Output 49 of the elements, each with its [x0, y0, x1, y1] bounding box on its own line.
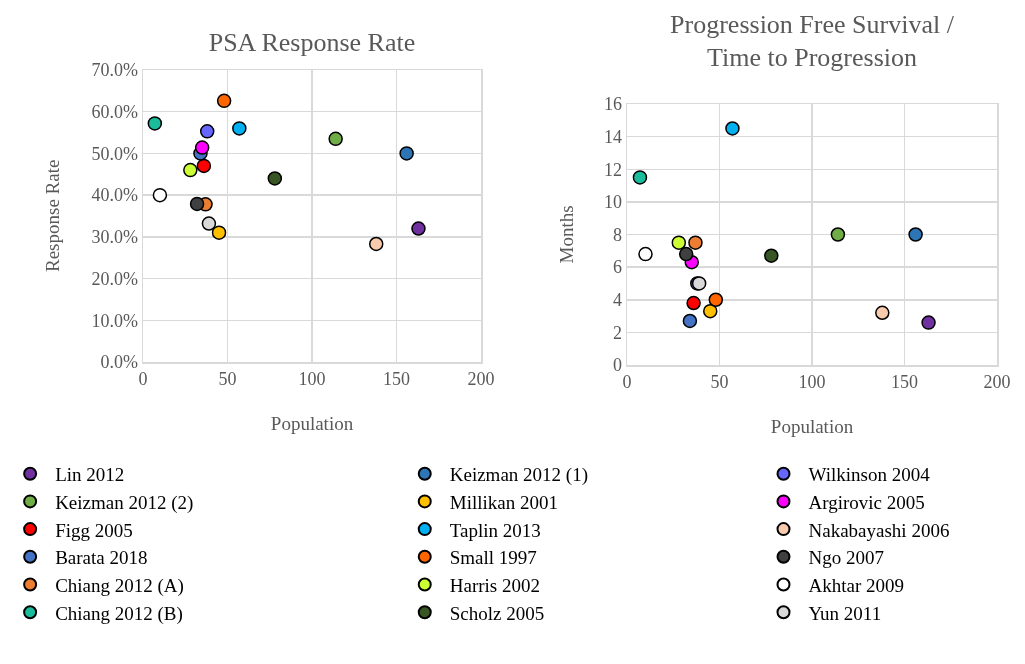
y-tick-label: 12 [603, 159, 622, 180]
chart-title: Progression Free Survival / Time to Progression [670, 9, 955, 73]
chart-title: PSA Response Rate [208, 27, 416, 57]
x-tick-label: 150 [383, 369, 410, 390]
y-tick-label: 14 [603, 126, 622, 147]
legend-label: Barata 2018 [55, 547, 148, 569]
x-tick-label: 200 [983, 372, 1011, 393]
y-tick-label: 8 [612, 224, 622, 245]
legend-label: Harris 2002 [449, 574, 540, 596]
y-tick-label: 20.0% [91, 268, 138, 289]
x-tick-label: 150 [891, 372, 918, 393]
legend-label: Chiang 2012 (B) [55, 602, 183, 625]
y-tick-label: 70.0% [91, 60, 138, 81]
legend-label: Figg 2005 [55, 519, 133, 541]
y-axis-title: Months [555, 205, 577, 264]
y-axis-title: Response Rate [42, 159, 63, 272]
y-tick-label: 0 [612, 355, 622, 376]
legend-label: Millikan 2001 [449, 491, 558, 513]
y-tick-label: 16 [603, 94, 622, 115]
y-tick-label: 10 [603, 192, 622, 213]
legend-label: Taplin 2013 [449, 519, 541, 541]
legend-label: Akhtar 2009 [808, 574, 905, 596]
y-tick-label: 50.0% [91, 143, 138, 164]
x-tick-label: 50 [218, 369, 237, 390]
y-tick-label: 0.0% [100, 352, 138, 373]
legend-label: Nakabayashi 2006 [808, 519, 950, 541]
legend-label: Small 1997 [449, 547, 537, 569]
legend-label: Ngo 2007 [808, 547, 884, 569]
legend-label: Keizman 2012 (1) [449, 464, 588, 487]
y-tick-label: 6 [612, 257, 622, 278]
x-tick-label: 100 [798, 372, 826, 393]
x-axis-title: Population [270, 412, 354, 434]
legend-label: Argirovic 2005 [808, 491, 925, 513]
y-tick-label: 2 [612, 322, 622, 343]
legend-label: Lin 2012 [55, 464, 125, 486]
legend-label: Yun 2011 [808, 602, 882, 624]
y-tick-label: 4 [612, 290, 622, 311]
legend-label: Keizman 2012 (2) [55, 491, 194, 514]
x-axis-title: Population [770, 415, 854, 437]
x-tick-label: 200 [467, 369, 495, 390]
x-tick-label: 50 [710, 372, 729, 393]
y-tick-label: 60.0% [91, 102, 138, 123]
legend-label: Scholz 2005 [449, 602, 545, 624]
y-tick-label: 10.0% [91, 310, 138, 331]
legend-label: Chiang 2012 (A) [55, 574, 184, 597]
x-tick-label: 100 [298, 369, 326, 390]
y-tick-label: 30.0% [91, 227, 138, 248]
y-tick-label: 40.0% [91, 185, 138, 206]
legend-label: Wilkinson 2004 [808, 464, 931, 486]
